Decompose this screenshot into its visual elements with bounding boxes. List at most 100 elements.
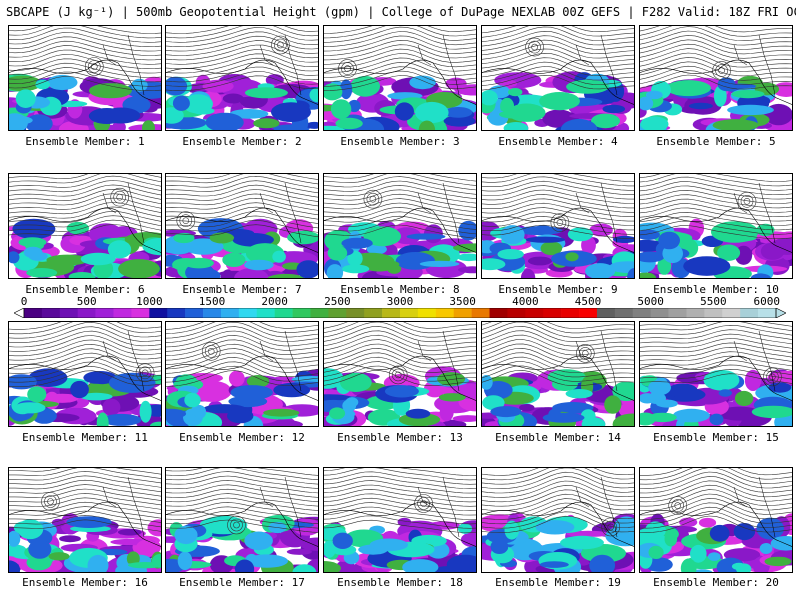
ensemble-caption-16: Ensemble Member: 16: [22, 576, 148, 589]
ensemble-map-6: [8, 173, 162, 279]
ensemble-map-18: [323, 467, 477, 573]
ensemble-panel-10: [639, 173, 793, 279]
ensemble-panel-18: [323, 467, 477, 573]
ensemble-map-3: [323, 25, 477, 131]
ensemble-caption-10: Ensemble Member: 10: [653, 283, 779, 296]
ensemble-panel-19: [481, 467, 635, 573]
colorbar-swatch-39: [722, 308, 741, 318]
colorbar-swatch-21: [400, 308, 419, 318]
ensemble-map-4: [481, 25, 635, 131]
ensemble-map-2: [165, 25, 319, 131]
colorbar-swatch-7: [149, 308, 168, 318]
colorbar-swatch-15: [292, 308, 311, 318]
ensemble-caption-7: Ensemble Member: 7: [182, 283, 302, 296]
colorbar-swatch-8: [167, 308, 186, 318]
colorbar-swatch-40: [740, 308, 759, 318]
ensemble-caption-5: Ensemble Member: 5: [656, 135, 776, 148]
colorbar-swatch-3: [77, 308, 96, 318]
colorbar-tick-label: 500: [76, 295, 97, 308]
ensemble-caption-11: Ensemble Member: 11: [22, 431, 148, 444]
ensemble-map-15: [639, 321, 793, 427]
ensemble-panel-9: [481, 173, 635, 279]
ensemble-caption-9: Ensemble Member: 9: [498, 283, 618, 296]
colorbar-swatch-6: [131, 308, 150, 318]
ensemble-map-10: [639, 173, 793, 279]
ensemble-caption-6: Ensemble Member: 6: [25, 283, 145, 296]
ensemble-caption-2: Ensemble Member: 2: [182, 135, 302, 148]
colorbar-tick-label: 3000: [386, 295, 414, 308]
colorbar-tick-label: 1000: [136, 295, 163, 308]
ensemble-panel-7: [165, 173, 319, 279]
colorbar-swatch-27: [507, 308, 526, 318]
ensemble-map-9: [481, 173, 635, 279]
colorbar-swatch-38: [704, 308, 723, 318]
colorbar-right-arrow: [775, 308, 786, 318]
ensemble-caption-13: Ensemble Member: 13: [337, 431, 463, 444]
ensemble-map-20: [639, 467, 793, 573]
ensemble-panel-15: [639, 321, 793, 427]
ensemble-map-16: [8, 467, 162, 573]
ensemble-caption-18: Ensemble Member: 18: [337, 576, 463, 589]
sbcape-colorbar: [14, 308, 786, 318]
chart-title: SBCAPE (J kg⁻¹) | 500mb Geopotential Hei…: [6, 5, 796, 19]
colorbar-swatch-13: [256, 308, 275, 318]
ensemble-caption-4: Ensemble Member: 4: [498, 135, 618, 148]
ensemble-panel-6: [8, 173, 162, 279]
ensemble-panel-2: [165, 25, 319, 131]
colorbar-swatch-9: [185, 308, 204, 318]
colorbar-swatch-5: [113, 308, 132, 318]
ensemble-map-8: [323, 173, 477, 279]
ensemble-map-17: [165, 467, 319, 573]
ensemble-panel-14: [481, 321, 635, 427]
colorbar-tick-label: 4000: [512, 295, 539, 308]
colorbar-swatch-30: [561, 308, 580, 318]
ensemble-panel-20: [639, 467, 793, 573]
ensemble-panel-5: [639, 25, 793, 131]
ensemble-map-13: [323, 321, 477, 427]
colorbar-swatch-32: [596, 308, 616, 318]
colorbar-swatch-14: [274, 308, 293, 318]
ensemble-caption-3: Ensemble Member: 3: [340, 135, 460, 148]
colorbar-tick-label: 6000: [753, 295, 780, 308]
colorbar-tick-label: 1500: [198, 295, 226, 308]
ensemble-caption-12: Ensemble Member: 12: [179, 431, 305, 444]
ensemble-panel-8: [323, 173, 477, 279]
colorbar-swatch-35: [650, 308, 669, 318]
colorbar-swatch-25: [471, 308, 490, 318]
ensemble-map-11: [8, 321, 162, 427]
ensemble-caption-15: Ensemble Member: 15: [653, 431, 779, 444]
ensemble-caption-8: Ensemble Member: 8: [340, 283, 460, 296]
ensemble-panel-17: [165, 467, 319, 573]
colorbar-tick-label: 5000: [637, 295, 664, 308]
ensemble-panel-16: [8, 467, 162, 573]
colorbar-tick-label: 5500: [700, 295, 727, 308]
ensemble-caption-1: Ensemble Member: 1: [25, 135, 145, 148]
colorbar-swatch-10: [203, 308, 222, 318]
colorbar-tick-label: 2500: [324, 295, 351, 308]
colorbar-swatch-19: [364, 308, 383, 318]
ensemble-panel-3: [323, 25, 477, 131]
colorbar-swatch-20: [382, 308, 401, 318]
ensemble-caption-20: Ensemble Member: 20: [653, 576, 779, 589]
colorbar-swatch-17: [328, 308, 347, 318]
colorbar-swatch-41: [758, 308, 777, 318]
ensemble-caption-19: Ensemble Member: 19: [495, 576, 621, 589]
ensemble-map-7: [165, 173, 319, 279]
ensemble-panel-13: [323, 321, 477, 427]
ensemble-caption-17: Ensemble Member: 17: [179, 576, 305, 589]
colorbar-tick-label: 3500: [449, 295, 476, 308]
colorbar-swatch-31: [579, 308, 598, 318]
colorbar-swatch-37: [686, 308, 705, 318]
ensemble-map-14: [481, 321, 635, 427]
colorbar-swatch-28: [525, 308, 544, 318]
colorbar-swatch-16: [310, 308, 329, 318]
colorbar-swatch-18: [346, 308, 365, 318]
colorbar-swatch-4: [95, 308, 114, 318]
colorbar-tick-label: 4500: [574, 295, 602, 308]
ensemble-map-12: [165, 321, 319, 427]
colorbar-swatch-33: [614, 308, 634, 318]
colorbar-swatch-1: [41, 308, 61, 318]
ensemble-panel-11: [8, 321, 162, 427]
ensemble-panel-12: [165, 321, 319, 427]
ensemble-caption-14: Ensemble Member: 14: [495, 431, 621, 444]
